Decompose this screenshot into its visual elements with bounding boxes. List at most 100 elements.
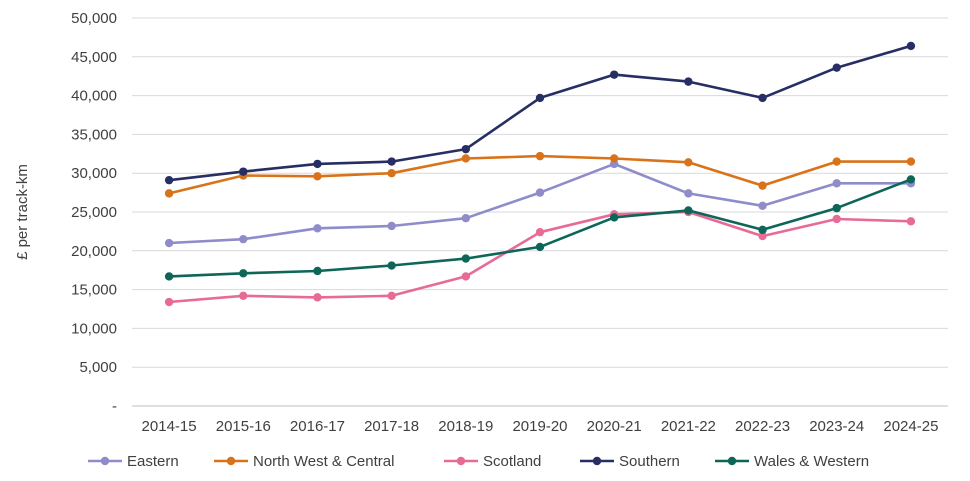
data-point xyxy=(832,214,841,224)
data-point xyxy=(535,242,545,252)
data-point xyxy=(313,266,322,276)
legend-label: Scotland xyxy=(483,453,541,470)
series-group xyxy=(164,41,916,185)
data-point xyxy=(684,158,693,167)
y-tick-label: 10,000 xyxy=(71,320,117,337)
y-tick-label: - xyxy=(112,398,117,415)
data-point xyxy=(609,213,619,222)
y-tick-label: 25,000 xyxy=(71,204,117,221)
series xyxy=(164,41,916,307)
x-tick-label: 2021-22 xyxy=(661,418,716,435)
y-tick-label: 15,000 xyxy=(71,282,117,299)
y-tick-label: 40,000 xyxy=(71,88,117,105)
legend-label: Eastern xyxy=(127,453,179,470)
data-point xyxy=(535,188,545,197)
x-tick-label: 2023-24 xyxy=(809,418,864,435)
data-point xyxy=(906,41,916,51)
data-point xyxy=(758,181,767,190)
legend-item: Wales & Western xyxy=(715,453,869,470)
data-point xyxy=(684,189,693,198)
data-point xyxy=(461,214,471,223)
data-point xyxy=(313,293,322,302)
y-tick-label: 20,000 xyxy=(71,243,117,260)
data-point xyxy=(387,261,396,270)
data-point xyxy=(535,151,545,161)
data-point xyxy=(461,272,471,281)
axes: - 5,000 10,000 15,000 20,000 25,000 30,000 35,0… xyxy=(71,10,948,435)
data-point xyxy=(239,269,248,278)
y-tick-label: 45,000 xyxy=(71,49,117,66)
data-point xyxy=(387,221,396,231)
data-point xyxy=(164,175,174,185)
data-point xyxy=(461,254,471,263)
x-tick-label: 2022-23 xyxy=(735,418,790,435)
legend-item: Scotland xyxy=(444,453,541,470)
y-axis-label: £ per track-km xyxy=(14,164,31,260)
data-point xyxy=(758,201,767,210)
data-point xyxy=(164,238,174,248)
series-group xyxy=(164,207,916,307)
data-point xyxy=(239,234,248,244)
data-point xyxy=(164,297,174,307)
data-point xyxy=(461,154,471,163)
y-tick-label: 50,000 xyxy=(71,10,117,27)
x-tick-label: 2024-25 xyxy=(883,418,938,435)
data-point xyxy=(387,169,396,178)
data-point xyxy=(906,157,916,166)
data-point xyxy=(239,167,248,176)
data-point xyxy=(758,231,767,241)
data-point xyxy=(387,291,396,301)
x-tick-label: 2018-19 xyxy=(438,418,493,435)
legend-swatch-marker xyxy=(100,456,110,466)
data-point xyxy=(684,206,693,215)
y-tick-label: 35,000 xyxy=(71,126,117,143)
data-point xyxy=(535,93,545,103)
x-tick-label: 2016-17 xyxy=(290,418,345,435)
legend-label: Wales & Western xyxy=(754,453,869,470)
legend-swatch-marker xyxy=(727,456,737,466)
x-tick-label: 2015-16 xyxy=(216,418,271,435)
x-tick-label: 2017-18 xyxy=(364,418,419,435)
series-line xyxy=(168,154,911,195)
data-point xyxy=(461,144,471,154)
data-point xyxy=(758,93,767,103)
data-point xyxy=(387,157,396,166)
series-group xyxy=(164,175,916,281)
data-point xyxy=(609,70,619,79)
y-tick-label: 5,000 xyxy=(79,359,117,376)
gridlines xyxy=(132,17,948,368)
legend-item: Eastern xyxy=(88,453,179,470)
legend-swatch-marker xyxy=(592,456,602,466)
x-tick-label: 2019-20 xyxy=(512,418,567,435)
data-point xyxy=(239,291,248,301)
data-point xyxy=(313,224,322,233)
data-point xyxy=(535,227,545,237)
x-tick-label: 2020-21 xyxy=(587,418,642,435)
data-point xyxy=(906,217,916,226)
data-point xyxy=(906,175,916,184)
legend-item: North West & Central xyxy=(214,453,394,470)
series-line xyxy=(168,210,911,304)
y-tick-label: 30,000 xyxy=(71,165,117,182)
legend-swatch-marker xyxy=(456,456,466,466)
data-point xyxy=(832,157,841,166)
legend: Eastern North West & Central Scotland South… xyxy=(88,453,869,470)
x-tick-label: 2014-15 xyxy=(142,418,197,435)
data-point xyxy=(164,272,174,281)
data-point xyxy=(832,63,841,72)
legend-item: Southern xyxy=(580,453,680,470)
legend-swatch-marker xyxy=(226,456,236,466)
data-point xyxy=(758,225,767,235)
legend-label: North West & Central xyxy=(253,453,394,470)
data-point xyxy=(684,77,693,86)
series-group xyxy=(164,151,916,198)
data-point xyxy=(832,203,841,213)
data-point xyxy=(313,159,322,169)
legend-label: Southern xyxy=(619,453,680,470)
data-point xyxy=(164,189,174,198)
data-point xyxy=(609,154,619,163)
data-point xyxy=(832,179,841,188)
data-point xyxy=(313,172,322,181)
